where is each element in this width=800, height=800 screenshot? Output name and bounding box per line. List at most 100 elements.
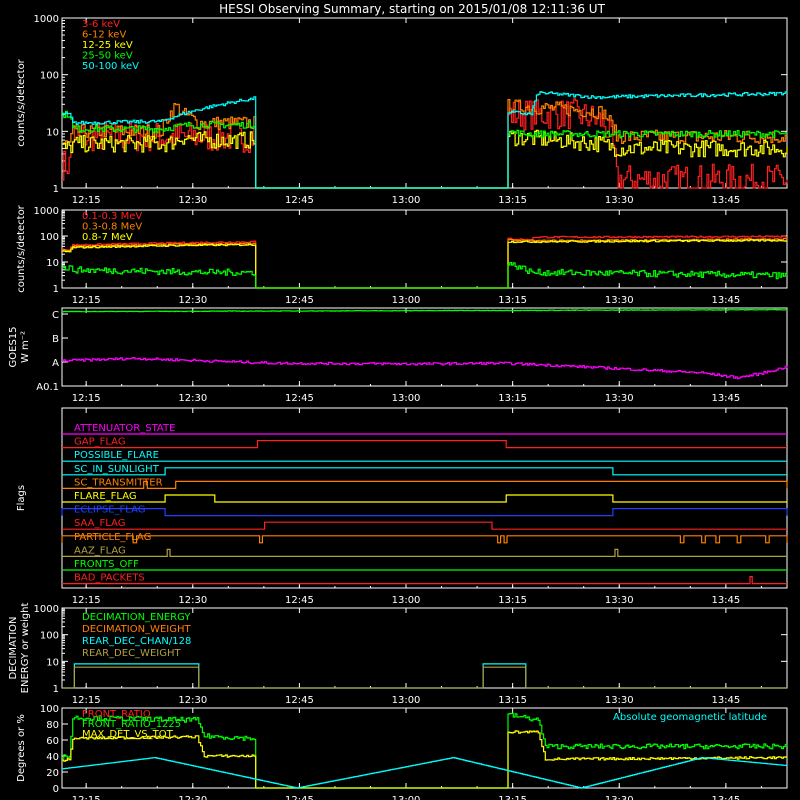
flag-label: SC_TRANSMITTER [74,477,163,488]
time-tick-label: 13:30 [605,795,634,800]
y-axis-label: counts/s/detector [16,58,27,146]
time-tick-label: 12:30 [178,795,207,800]
panels: 12:15 12:30 12:45 13:00 13:15 13:30 13:45 count… [8,14,788,800]
series-line [62,91,788,189]
y-tick-label: 100 [40,71,59,82]
time-tick-label: 13:45 [711,795,740,800]
y-axis-label: Flags [16,485,27,511]
time-tick-label: 13:15 [498,393,527,404]
flag-label: GAP_FLAG [74,437,126,448]
series-line [62,239,788,289]
y-axis-label: counts/s/detector [16,204,27,292]
time-tick-label: 13:30 [605,195,634,206]
legend-entry: FRONT_RATIO [82,709,151,720]
flag-line [62,467,787,476]
time-tick-label: 13:15 [498,195,527,206]
y-tick-label: 80 [46,720,59,731]
series-line [62,237,788,289]
time-tick-label: 12:15 [72,393,101,404]
legend-entry: 0.1-0.3 MeV [82,211,142,222]
legend-entry: FRONT_RATIO_1225 [82,719,181,730]
time-tick-label: 13:15 [498,795,527,800]
time-tick-label: 12:15 [72,595,101,606]
time-tick-label: 12:15 [72,695,101,706]
time-tick-label: 12:45 [285,795,314,800]
panel-xray-low: 12:15 12:30 12:45 13:00 13:15 13:30 13:45 count… [16,14,788,206]
flag-line [62,576,787,585]
y-tick-label: B [52,334,59,345]
time-tick-label: 12:30 [178,595,207,606]
time-tick-label: 12:15 [72,295,101,306]
time-tick-label: 13:30 [605,393,634,404]
series-line [62,666,787,689]
panel-decimation: 12:15 12:30 12:45 13:00 13:15 13:30 13:45 DECIM… [8,603,788,706]
time-tick-label: 12:30 [178,393,207,404]
flag-label: BAD_PACKETS [74,573,145,584]
y-tick-label: A0.1 [36,382,59,393]
time-tick-label: 13:15 [498,595,527,606]
panel-goes: 12:15 12:30 12:45 13:00 13:15 13:30 13:45 GOES1… [8,307,788,404]
series-line [62,730,788,789]
flag-line [62,548,787,557]
time-tick-label: 13:15 [498,695,527,706]
y-tick-label: 1000 [34,14,59,25]
flag-label: SC_IN_SUNLIGHT [74,464,160,475]
flag-line [62,494,787,503]
y-tick-label: 40 [46,752,59,763]
time-tick-label: 13:45 [711,295,740,306]
y-axis-label-2: W m⁻² [20,331,31,363]
y-axis-label-2: ENERGY or weight [20,603,31,694]
legend-entry: DECIMATION_ENERGY [82,612,191,623]
flag-label: PARTICLE_FLAG [74,532,151,543]
time-tick-label: 13:00 [392,695,421,706]
legend-entry: 50-100 keV [82,61,139,72]
y-tick-label: 10 [46,258,59,269]
time-tick-label: 12:45 [285,695,314,706]
panel-xray-high: 12:15 12:30 12:45 13:00 13:15 13:30 13:45 count… [16,204,788,306]
flag-label: ATTENUATOR_STATE [74,423,175,434]
legend-entry: 6-12 keV [82,30,126,41]
panel-frame [61,407,788,589]
y-axis-label: Degrees or % [16,714,27,782]
y-tick-label: 1 [53,684,59,695]
y-tick-label: 10 [46,657,59,668]
time-tick-label: 13:00 [392,195,421,206]
plot-title: HESSI Observing Summary, starting on 201… [219,2,605,16]
y-tick-label: C [52,310,59,321]
legend-entry: REAR_DEC_WEIGHT [82,648,181,659]
y-tick-label: 20 [46,768,59,779]
flag-label: SAA_FLAG [74,518,125,529]
flag-line [61,508,788,517]
panel-flags: 12:15 12:30 12:45 13:00 13:15 13:30 13:45 Flags… [16,407,788,606]
legend-entry: 25-50 keV [82,51,133,62]
time-tick-label: 12:45 [285,195,314,206]
time-tick-label: 12:45 [285,393,314,404]
y-tick-label: 1 [53,184,59,195]
y-axis-label: DECIMATION [8,616,19,679]
flag-label: ECLIPSE_FLAG [74,505,145,516]
legend-entry: MAX_DET_VS_TOT [82,729,174,740]
y-tick-label: 0 [53,784,59,795]
legend-entry: REAR_DEC_CHAN/128 [82,636,191,647]
time-tick-label: 13:45 [711,393,740,404]
y-tick-label: 100 [40,232,59,243]
y-tick-label: 100 [40,631,59,642]
time-tick-label: 13:30 [605,595,634,606]
legend-entry: 3-6 keV [82,19,120,30]
y-tick-label: 100 [40,704,59,715]
y-axis-label: GOES15 [8,326,19,367]
annotation-latitude: Absolute geomagnetic latitude [613,712,767,723]
time-tick-label: 12:30 [178,195,207,206]
flag-line [62,440,787,449]
time-tick-label: 13:00 [392,595,421,606]
time-tick-label: 13:45 [711,695,740,706]
legend-entry: 0.3-0.8 MeV [82,222,142,233]
y-tick-label: 60 [46,736,59,747]
time-tick-label: 12:45 [285,595,314,606]
y-tick-label: 1000 [34,206,59,217]
flag-line [62,480,788,489]
time-tick-label: 12:30 [178,295,207,306]
y-tick-label: A [52,358,59,369]
flag-line [62,521,787,530]
